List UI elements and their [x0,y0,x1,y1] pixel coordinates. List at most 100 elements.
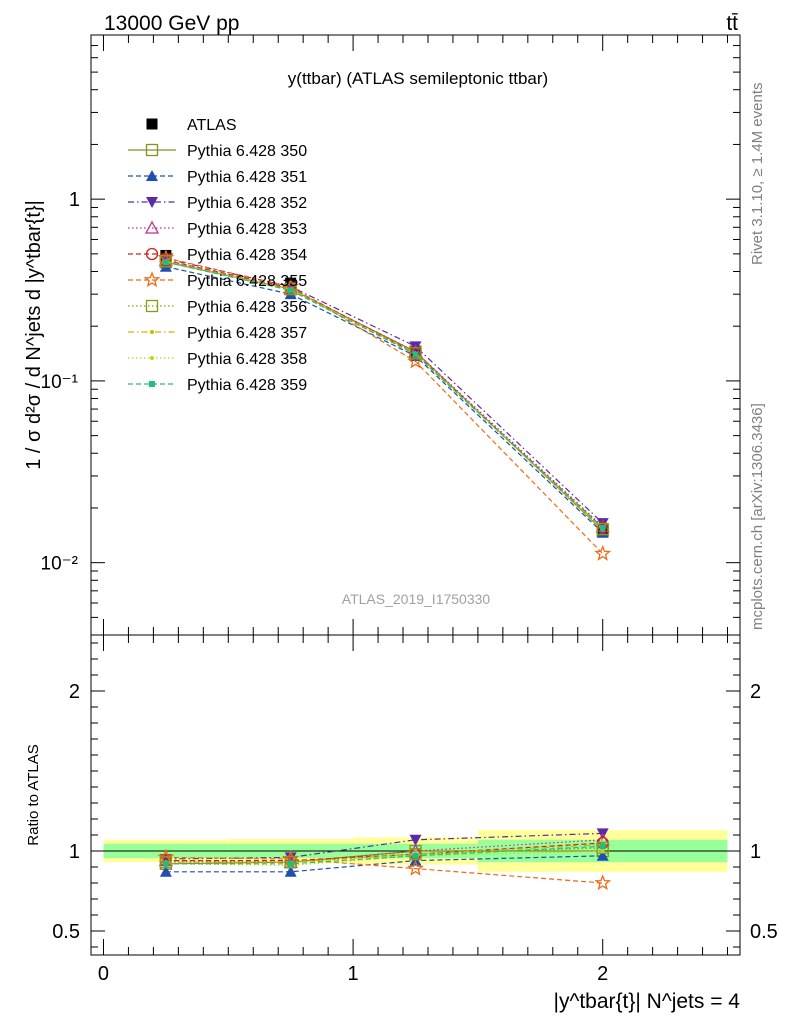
series-line-6 [165,257,604,555]
legend-marker-9 [150,356,154,360]
data-point-10-0-shape [162,259,169,266]
mcplots-label: mcplots.cern.ch [arXiv:1306.3436] [749,403,766,630]
data-point-10-0 [162,259,169,266]
legend-marker-8-shape [150,330,154,334]
main-axes: 10⁻² 10⁻¹ 1 [41,34,740,636]
legend-marker-9-shape [150,356,154,360]
legend-label-10: Pythia 6.428 359 [187,377,307,394]
data-point-6-3-shape [594,544,612,561]
legend-label-1: Pythia 6.428 350 [187,143,307,160]
legend-marker-4 [144,220,160,234]
main-y-tick-label: 10⁻² [41,554,79,575]
x-tick-label: 2 [597,963,608,985]
ratio-y-tick-label-right: 1 [750,841,761,863]
ratio-point-9-2 [412,852,419,859]
data-point-7-2 [409,347,422,360]
ratio-point-8-3 [600,849,605,853]
ratio-y-axis-title: Ratio to ATLAS [25,744,42,845]
ratio-point-9-1-shape [287,860,294,867]
ratio-point-1-3-shape [596,849,609,861]
data-point-10-3-shape [599,525,606,532]
data-point-7-3-shape [596,522,609,536]
ratio-point-9-3-shape [599,843,606,850]
main-plot-area [157,249,612,561]
ratio-panel: 0.5 0.5 1 1 2 2 0 1 2 Ratio to ATLAS |y^tbar{t}|… [25,634,778,1013]
legend: ATLAS Pythia 6.428 350 Pythia 6.428 351 Pyt… [128,117,307,394]
data-point-10-1 [287,287,294,294]
legend-marker-8 [150,330,154,334]
ratio-point-9-3 [599,843,606,850]
legend-label-0: ATLAS [187,117,237,134]
ratio-point-9-2-shape [412,852,419,859]
ratio-frame [90,634,741,956]
ratio-point-2-1-shape [284,852,297,864]
data-point-10-1-shape [287,287,294,294]
ratio-point-5-2-shape [407,859,424,876]
ratio-y-tick-label-left: 2 [69,681,80,703]
legend-marker-6-shape [143,271,161,288]
main-y-axis-title: 1 / σ d²σ / d N^jets d |y^tbar{t}| [23,200,45,470]
legend-marker-5 [145,247,159,261]
legend-label-2: Pythia 6.428 351 [187,169,307,186]
legend-marker-3 [146,197,158,208]
ratio-line-9 [165,845,603,865]
legend-marker-0-shape [146,118,158,130]
main-title: y(ttbar) (ATLAS semileptonic ttbar) [288,69,548,88]
legend-marker-3-shape [146,197,158,208]
legend-marker-10-shape [149,381,155,387]
x-tick-label: 0 [98,963,109,985]
ratio-point-9-1 [287,860,294,867]
legend-label-3: Pythia 6.428 352 [187,195,307,212]
ratio-point-6-1-shape [284,856,297,869]
series-line-10 [165,261,604,529]
ratio-y-tick-label-left: 1 [69,841,80,863]
ratio-y-tick-label-right: 2 [750,681,761,703]
main-y-tick-label: 10⁻¹ [41,372,79,393]
ratio-y-tick-label-right: 0.5 [750,921,778,943]
data-point-10-2 [412,351,419,358]
main-y-tick-label: 1 [69,189,80,211]
legend-marker-6 [143,271,161,288]
watermark: ATLAS_2019_I1750330 [342,591,491,607]
main-panel: 10⁻² 10⁻¹ 1 y(ttbar) (ATLAS semileptonic t… [23,34,741,636]
legend-marker-10 [149,381,155,387]
data-point-7-0-shape [159,255,173,268]
series-line-2 [165,266,604,534]
legend-marker-7 [145,299,159,313]
data-point-10-3 [599,525,606,532]
ratio-point-2-2 [409,834,422,846]
ratio-point-2-2-shape [409,834,422,846]
ratio-axes: 0.5 0.5 1 1 2 2 0 1 2 [52,635,778,985]
legend-marker-2 [146,170,158,181]
x-tick-label: 1 [348,963,359,985]
legend-marker-7-shape [145,299,159,313]
ratio-y-tick-label-left: 0.5 [52,921,80,943]
legend-marker-1-shape [145,143,159,157]
ratio-line-1 [165,855,603,873]
legend-marker-4-shape [144,220,160,234]
ratio-point-6-3-shape [596,841,609,854]
legend-marker-1 [145,143,159,157]
data-point-6-3 [594,544,612,561]
legend-label-4: Pythia 6.428 353 [187,221,307,238]
legend-label-7: Pythia 6.428 356 [187,299,307,316]
ratio-line-0 [165,850,603,865]
legend-label-8: Pythia 6.428 357 [187,325,307,342]
ratio-point-1-0-shape [159,865,172,877]
rivet-label: Rivet 3.1.10, ≥ 1.4M events [749,83,766,266]
data-point-7-3 [596,522,609,536]
legend-label-5: Pythia 6.428 354 [187,247,307,264]
ratio-point-5-2 [407,859,424,876]
ratio-line-5 [165,856,603,884]
legend-marker-0 [146,118,158,130]
legend-label-6: Pythia 6.428 355 [187,273,307,290]
ratio-point-2-1 [284,852,297,864]
ratio-point-9-0-shape [162,860,169,867]
ratio-plot-area [157,828,612,891]
ratio-point-1-0 [159,865,172,877]
legend-marker-5-shape [145,247,159,261]
data-point-7-0 [159,255,173,268]
energy-label: 13000 GeV pp [104,12,239,35]
ratio-point-9-0 [162,860,169,867]
